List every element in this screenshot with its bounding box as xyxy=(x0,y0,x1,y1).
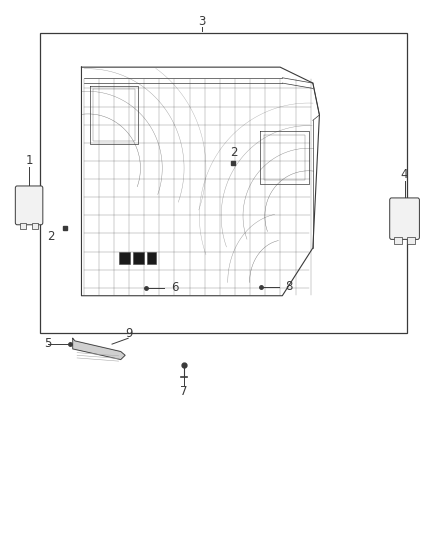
Text: 9: 9 xyxy=(126,327,133,340)
Polygon shape xyxy=(73,338,125,360)
Text: 6: 6 xyxy=(171,281,178,294)
Bar xyxy=(20,223,26,229)
Text: 7: 7 xyxy=(180,385,188,398)
Bar xyxy=(147,252,156,264)
Bar xyxy=(119,252,131,264)
Bar xyxy=(394,237,402,244)
FancyBboxPatch shape xyxy=(390,198,420,239)
Text: 3: 3 xyxy=(198,15,205,28)
Text: 2: 2 xyxy=(230,146,237,159)
Bar xyxy=(133,252,145,264)
Text: 2: 2 xyxy=(47,230,55,243)
Text: 4: 4 xyxy=(401,168,408,181)
Bar xyxy=(32,223,39,229)
Text: 1: 1 xyxy=(25,154,33,167)
Text: 5: 5 xyxy=(44,337,52,350)
FancyBboxPatch shape xyxy=(15,186,43,225)
Bar xyxy=(407,237,415,244)
Bar xyxy=(40,33,407,333)
Text: 8: 8 xyxy=(286,280,293,293)
